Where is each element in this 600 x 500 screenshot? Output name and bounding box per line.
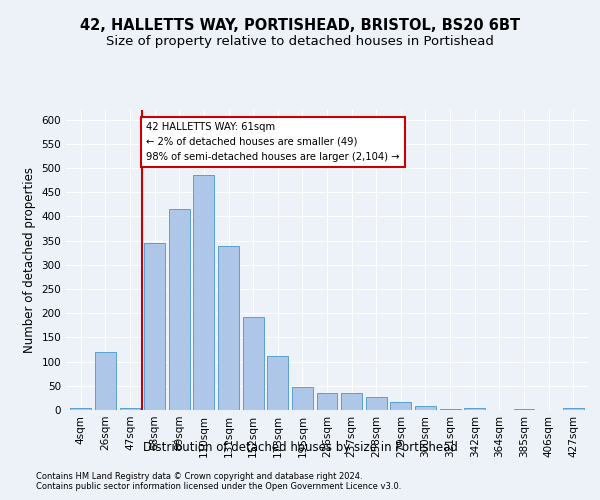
Text: 42 HALLETTS WAY: 61sqm
← 2% of detached houses are smaller (49)
98% of semi-deta: 42 HALLETTS WAY: 61sqm ← 2% of detached …	[146, 122, 400, 162]
Bar	[563, 408, 584, 410]
Bar	[464, 408, 485, 410]
Bar	[267, 356, 288, 410]
Bar	[119, 408, 140, 410]
Text: 42, HALLETTS WAY, PORTISHEAD, BRISTOL, BS20 6BT: 42, HALLETTS WAY, PORTISHEAD, BRISTOL, B…	[80, 18, 520, 32]
Text: Distribution of detached houses by size in Portishead: Distribution of detached houses by size …	[143, 441, 457, 454]
Bar	[169, 209, 190, 410]
Bar	[440, 409, 461, 410]
Bar	[366, 397, 387, 410]
Bar	[415, 406, 436, 410]
Bar	[391, 402, 412, 410]
Bar	[341, 393, 362, 410]
Text: Size of property relative to detached houses in Portishead: Size of property relative to detached ho…	[106, 35, 494, 48]
Bar	[292, 387, 313, 410]
Bar	[218, 246, 239, 410]
Bar	[317, 393, 337, 410]
Bar	[95, 352, 116, 410]
Bar	[242, 317, 263, 410]
Bar	[144, 243, 165, 410]
Y-axis label: Number of detached properties: Number of detached properties	[23, 167, 36, 353]
Bar	[70, 408, 91, 410]
Bar	[514, 409, 535, 410]
Bar	[193, 176, 214, 410]
Text: Contains HM Land Registry data © Crown copyright and database right 2024.: Contains HM Land Registry data © Crown c…	[36, 472, 362, 481]
Text: Contains public sector information licensed under the Open Government Licence v3: Contains public sector information licen…	[36, 482, 401, 491]
